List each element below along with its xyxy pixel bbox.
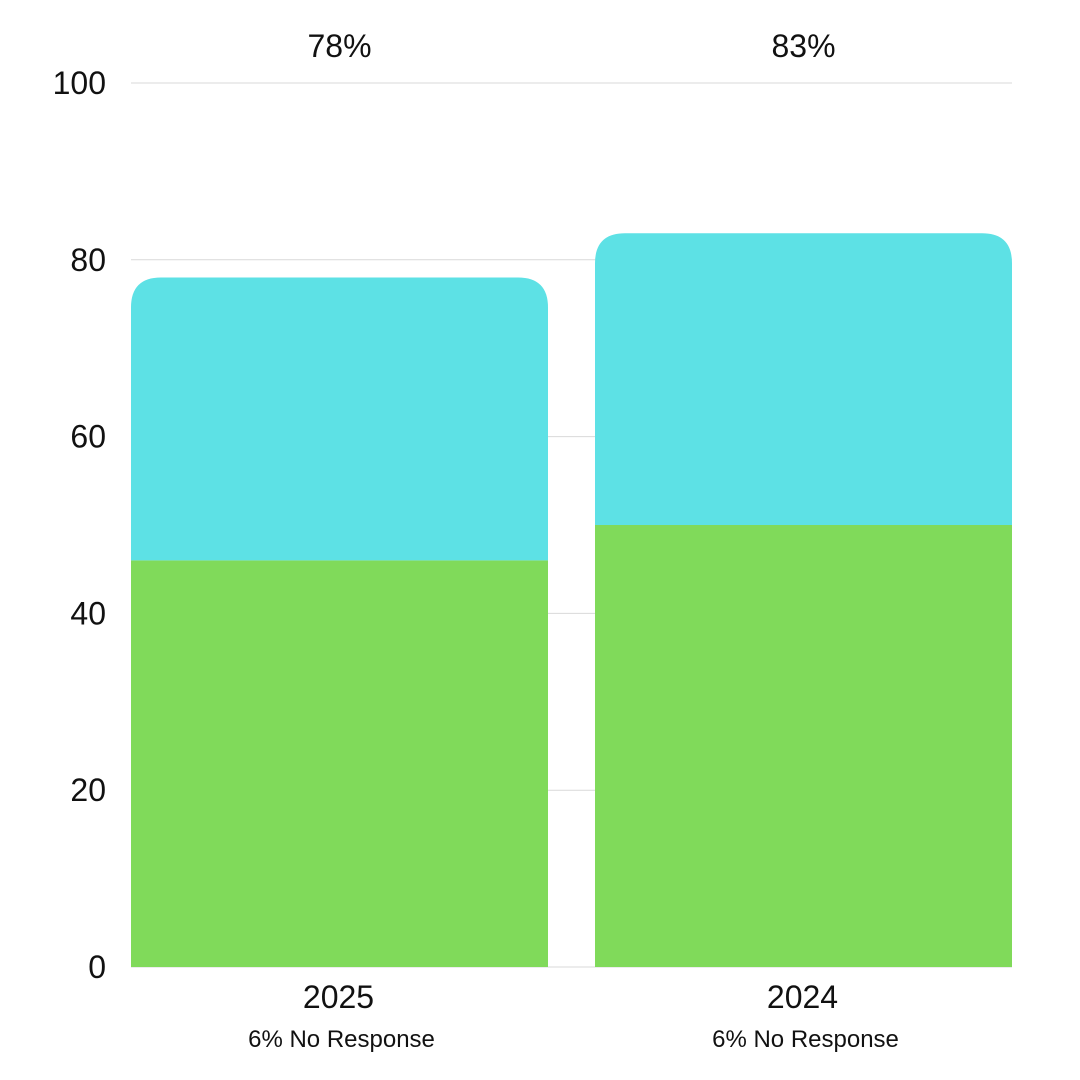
bars [131, 233, 1012, 967]
y-axis-ticks: 0 20 40 60 80 100 [53, 65, 106, 985]
y-tick-label: 40 [70, 595, 106, 631]
y-tick-label: 0 [88, 949, 106, 985]
no-response-note-2025: 6% No Response [248, 1026, 435, 1053]
y-tick-label: 100 [53, 65, 106, 101]
y-tick-label: 20 [70, 772, 106, 808]
x-category-label-2024: 2024 [767, 979, 838, 1015]
y-tick-label: 80 [70, 242, 106, 278]
bar-2024-segment-2 [595, 233, 1012, 525]
bar-2025-segment-1 [131, 560, 548, 967]
total-label-2025: 78% [307, 28, 371, 64]
x-axis-labels: 2025 6% No Response 2024 6% No Response [248, 979, 899, 1053]
no-response-note-2024: 6% No Response [712, 1026, 899, 1053]
bar-2025-segment-2 [131, 277, 548, 561]
total-labels: 78% 83% [307, 28, 835, 64]
bar-2024-segment-1 [595, 525, 1012, 967]
x-category-label-2025: 2025 [303, 979, 374, 1015]
total-label-2024: 83% [771, 28, 835, 64]
y-tick-label: 60 [70, 419, 106, 455]
